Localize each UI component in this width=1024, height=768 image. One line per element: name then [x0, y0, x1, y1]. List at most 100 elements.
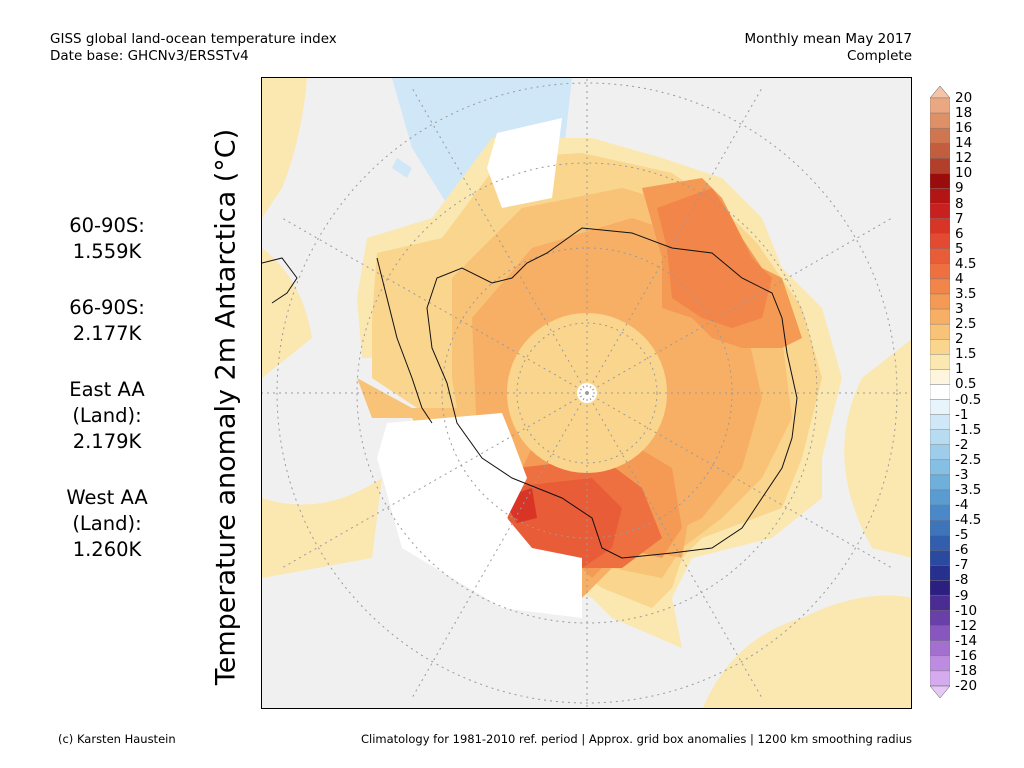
colorbar-tick-label: 1 [955, 361, 964, 378]
colorbar-swatch [930, 143, 950, 159]
data-source: Date base: GHCNv3/ERSSTv4 [50, 48, 249, 64]
colorbar-tick-label: 10 [955, 165, 973, 182]
stat-region: East AA [69, 378, 145, 401]
stat-region: 66-90S: [69, 296, 145, 319]
colorbar-labels: 20 18 16 14 12 10 9 8 7 6 5 4.5 4 3.5 3 2.5 2 1.5 1 0.5 -0.5… [955, 86, 1015, 698]
colorbar-tick-label: -0.5 [955, 391, 982, 408]
colorbar-tick-label: 3.5 [955, 286, 977, 302]
colorbar-tick-label: 18 [955, 105, 973, 122]
colorbar-swatch [930, 384, 950, 400]
colorbar-swatch [930, 550, 950, 566]
stat-region-qualifier: (Land): [72, 512, 142, 535]
colorbar-tick-label: 8 [955, 195, 964, 212]
colorbar-swatch [930, 263, 950, 280]
land-patch [844, 339, 911, 558]
colorbar-top-arrow [930, 86, 950, 99]
peninsula-coastline [376, 257, 433, 424]
colorbar-swatch [930, 293, 950, 310]
colorbar-tick-label: 20 [955, 90, 973, 106]
period-label: Monthly mean May 2017 [744, 31, 912, 47]
colorbar-swatch [930, 399, 950, 415]
colorbar-tick-label: 16 [955, 120, 973, 137]
colorbar-tick-label: 7 [955, 210, 964, 227]
colorbar-tick-label: 4 [955, 270, 964, 287]
colorbar-swatch [930, 580, 950, 596]
land-patch [702, 595, 911, 708]
map-title: GISS global land-ocean temperature index [50, 31, 337, 47]
colorbar-swatch [930, 595, 950, 611]
colorbar-swatch [930, 444, 950, 461]
credit: (c) Karsten Haustein [58, 732, 176, 746]
colorbar-swatch [930, 459, 950, 476]
colorbar-tick-label: 6 [955, 225, 964, 242]
colorbar-swatch [930, 339, 950, 355]
colorbar-swatch [930, 670, 950, 687]
colorbar-swatch [930, 535, 950, 551]
colorbar-swatch [930, 369, 950, 385]
colorbar-swatch [930, 565, 950, 581]
colorbar-swatch [930, 203, 950, 219]
colorbar-tick-label: -8 [955, 572, 969, 589]
colorbar-tick-label: 12 [955, 150, 973, 167]
colorbar-tick-label: 5 [955, 240, 964, 257]
colorbar-swatch [930, 233, 950, 249]
colorbar-tick-label: -2.5 [955, 451, 982, 468]
antarctica-coastline [426, 227, 798, 559]
colorbar-swatch [930, 610, 950, 626]
colorbar-swatch [930, 354, 950, 370]
stat-66-90s: 66-90S: 2.177K [52, 295, 162, 347]
colorbar-swatch [930, 519, 950, 536]
colorbar-tick-label: -3.5 [955, 482, 982, 498]
colorbar-tick-label: -4 [955, 497, 969, 514]
stat-region: West AA [66, 486, 148, 509]
land-patch [262, 478, 382, 578]
colorbar-tick-label: 0.5 [955, 376, 977, 393]
colorbar-tick-label: -9 [955, 587, 969, 604]
axis-label-text: Temperature anomaly 2m Antarctica (°C) [210, 128, 242, 686]
colorbar-swatch [930, 218, 950, 234]
header-right: Monthly mean May 2017 Complete [745, 31, 912, 65]
colorbar-swatch [930, 97, 950, 114]
stat-region-qualifier: (Land): [72, 404, 142, 427]
land-patch [262, 248, 312, 378]
colorbar-tick-label: -14 [955, 632, 978, 649]
colorbar-swatch [930, 158, 950, 174]
colorbar-swatch [930, 504, 950, 521]
colorbar-tick-label: -7 [955, 557, 969, 574]
colorbar-tick-label: -3 [955, 466, 969, 483]
colorbar-swatch [930, 188, 950, 204]
colorbar-swatch [930, 278, 950, 295]
stat-region: 60-90S: [69, 214, 145, 237]
land-patch [262, 78, 307, 218]
colorbar-swatch [930, 173, 950, 189]
colorbar-tick-label: 3 [955, 301, 964, 318]
stat-west-aa: West AA (Land): 1.260K [52, 485, 162, 563]
stat-value: 1.559K [72, 240, 142, 263]
colorbar [930, 86, 950, 698]
colorbar-tick-label: 4.5 [955, 255, 977, 272]
south-america-coastline [262, 257, 298, 304]
colorbar-tick-label: -20 [955, 678, 978, 694]
colorbar-tick-label: -18 [955, 662, 978, 679]
colorbar-tick-label: -2 [955, 436, 969, 453]
colorbar-swatch [930, 414, 950, 430]
colorbar-tick-label: 14 [955, 135, 973, 152]
colorbar-swatch [930, 248, 950, 265]
colorbar-tick-label: -4.5 [955, 512, 982, 529]
colorbar-tick-label: -1 [955, 406, 969, 423]
colorbar-bottom-arrow [930, 685, 950, 698]
stat-60-90s: 60-90S: 1.559K [52, 213, 162, 265]
colorbar-tick-label: 9 [955, 180, 964, 197]
colorbar-tick-label: 2 [955, 331, 964, 348]
colorbar-swatch [930, 429, 950, 445]
colorbar-tick-label: -12 [955, 617, 978, 634]
colorbar-tick-label: 1.5 [955, 346, 977, 363]
missing-data-area [487, 118, 562, 208]
longitude-grid [262, 78, 911, 708]
stat-value: 1.260K [72, 538, 142, 561]
stat-east-aa: East AA (Land): 2.179K [52, 377, 162, 455]
colorbar-tick-label: -16 [955, 647, 978, 664]
warm-band-3-5 [657, 188, 772, 328]
missing-data-area [377, 413, 582, 618]
colorbar-tick-label: -10 [955, 602, 978, 619]
